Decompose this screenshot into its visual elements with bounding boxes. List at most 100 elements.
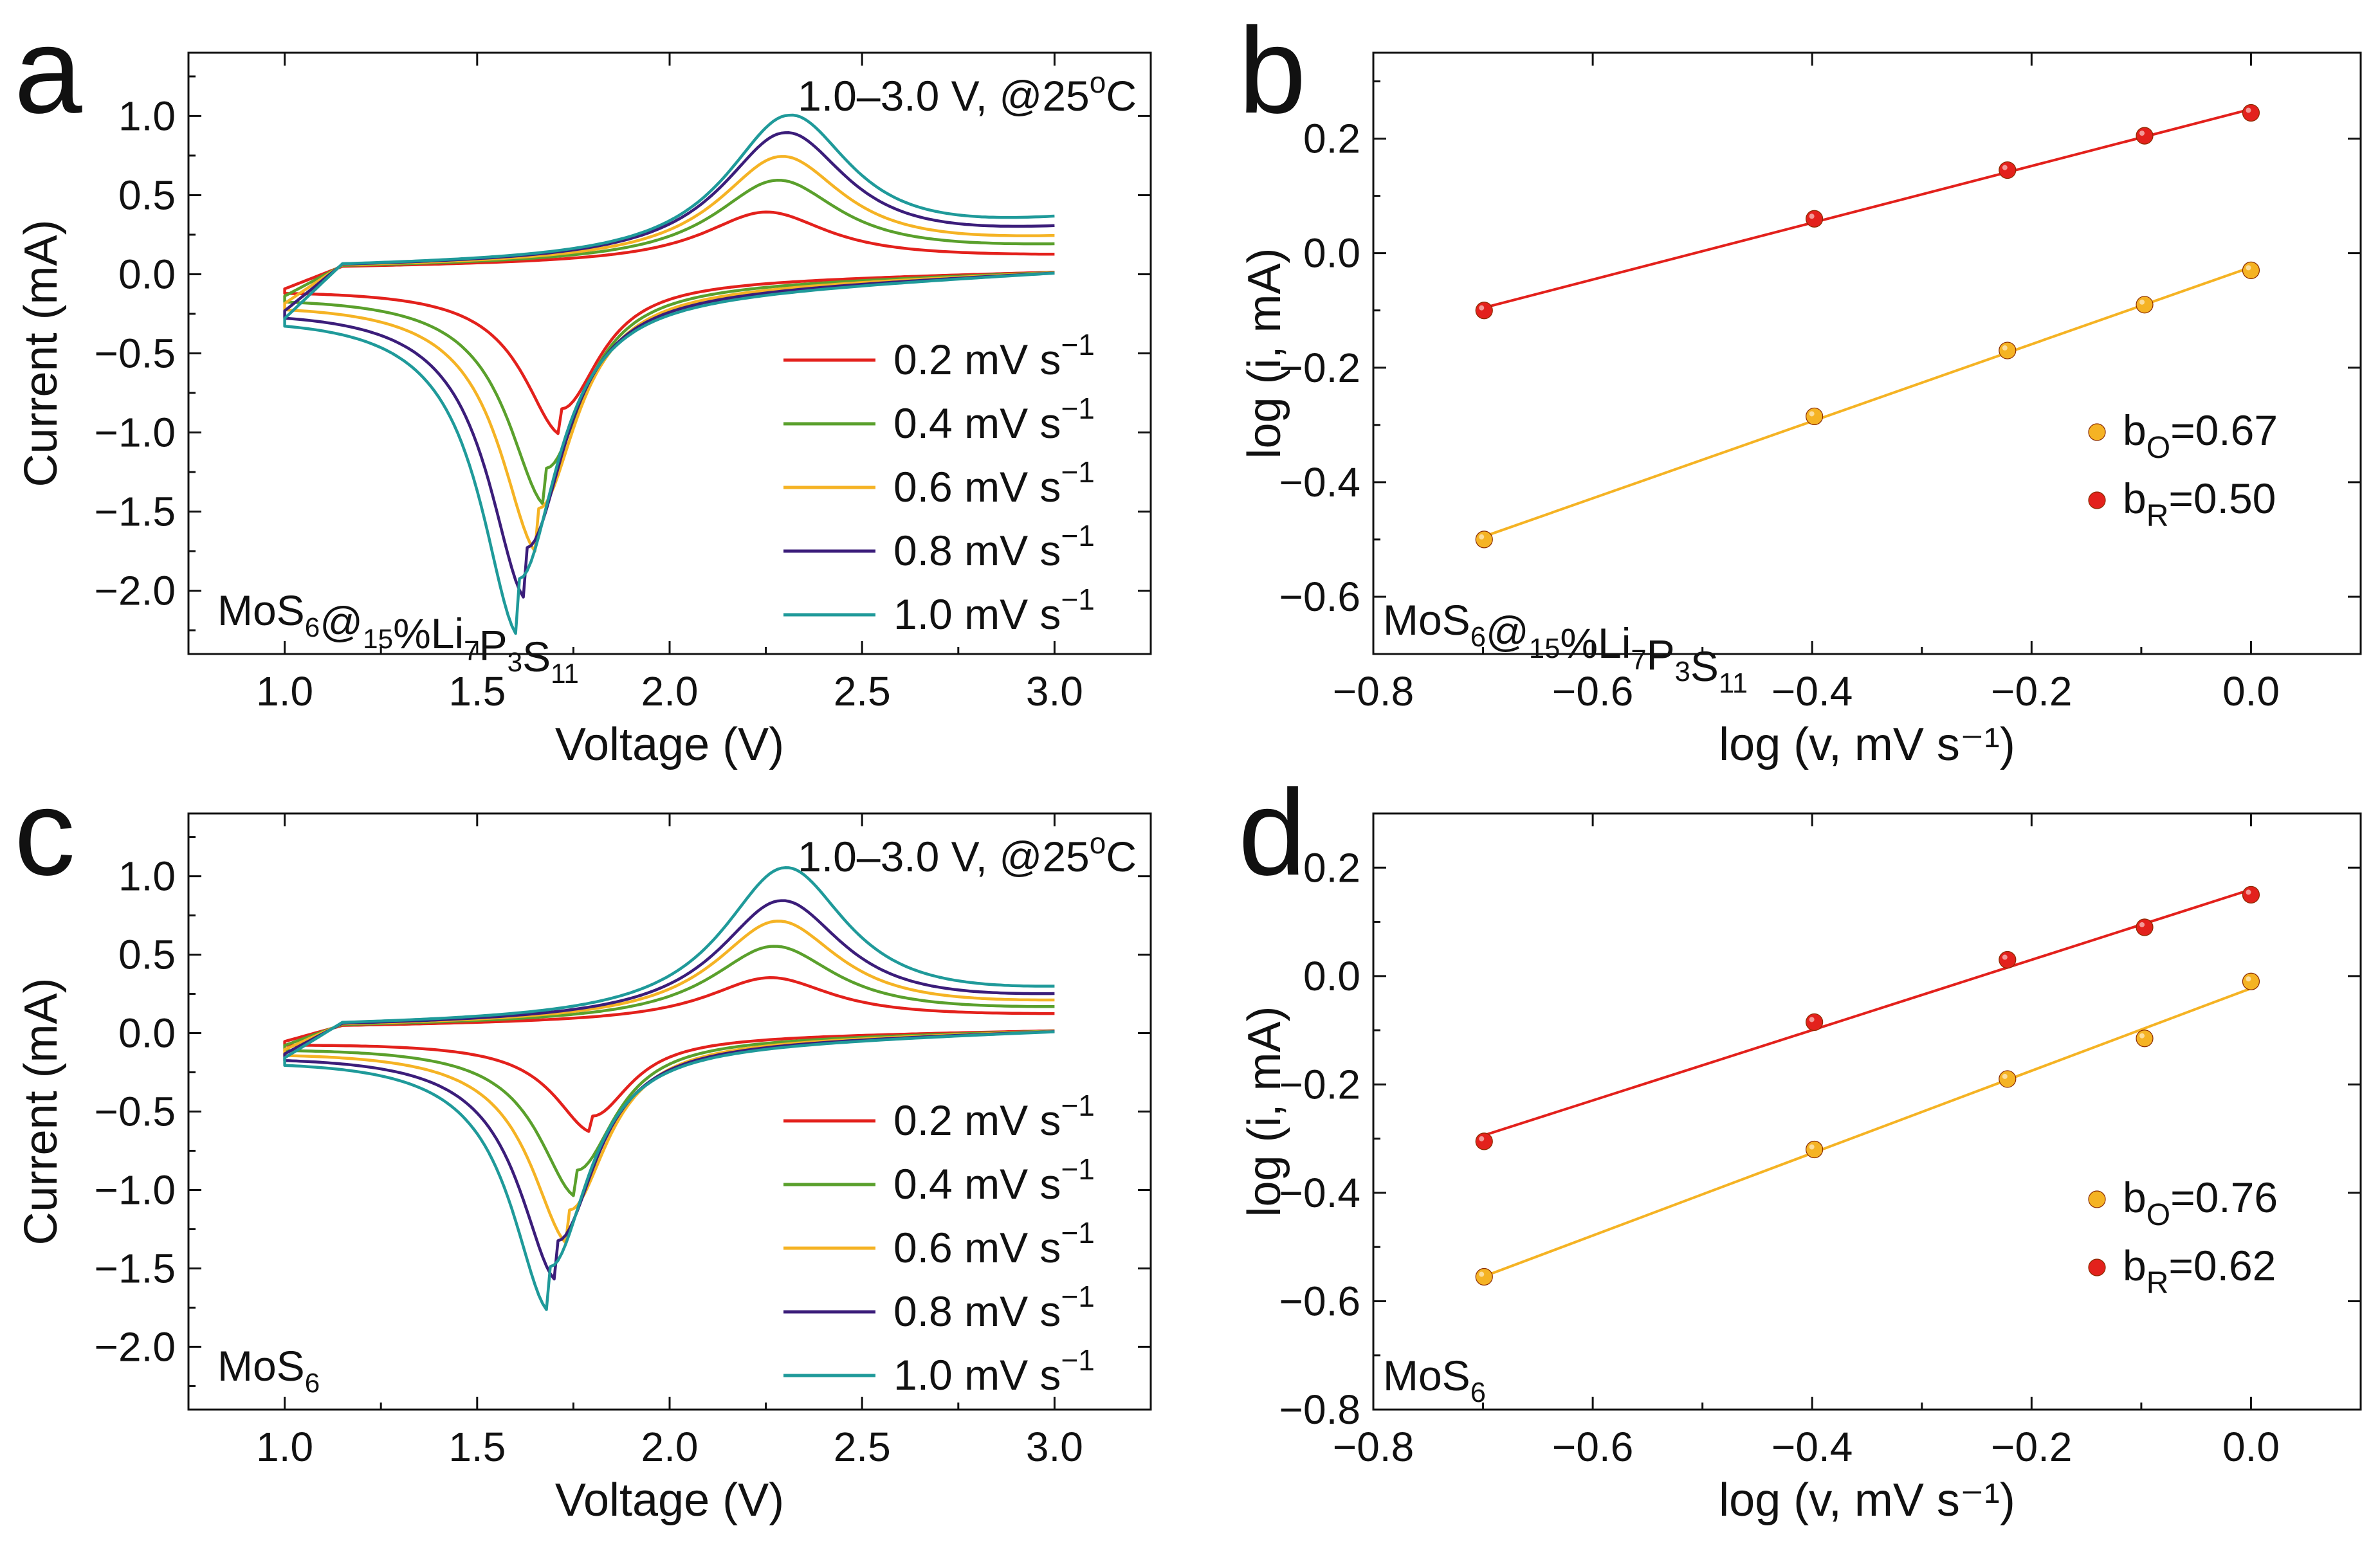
- data-point-R: [1475, 302, 1493, 320]
- x-tick-label: 1.0: [256, 668, 313, 714]
- data-point-highlight: [1479, 1136, 1485, 1141]
- y-tick-label: −0.5: [95, 1089, 176, 1135]
- legend-label-1: 0.2 mV s−1: [893, 1089, 1095, 1144]
- y-tick-label: −0.2: [1279, 1061, 1360, 1107]
- condition-annotation: 1.0–3.0 V, @25oC: [798, 66, 1137, 120]
- data-point-O: [1806, 407, 1824, 426]
- y-tick-label: 1.0: [118, 93, 176, 139]
- legend-label-4: 0.8 mV s−1: [893, 519, 1095, 574]
- data-point-highlight: [1809, 1144, 1815, 1150]
- cv-curve-1: [283, 210, 1055, 435]
- panel-letter-b: b: [1238, 3, 1306, 139]
- cv-curve-4: [283, 131, 1055, 599]
- y-tick-label: −0.8: [1279, 1386, 1360, 1433]
- data-point-O: [1999, 1070, 2017, 1088]
- x-tick-label: 0.0: [2222, 668, 2280, 714]
- panel-letter-a: a: [14, 3, 82, 139]
- x-tick-label: 2.5: [834, 668, 891, 714]
- legend-label-1: 0.2 mV s−1: [893, 328, 1095, 383]
- data-point-O: [2136, 1030, 2154, 1048]
- data-point-highlight: [2246, 976, 2251, 982]
- y-tick-label: −0.5: [95, 331, 176, 377]
- data-point-R: [2242, 104, 2260, 122]
- data-point-O: [2242, 972, 2260, 990]
- data-point-highlight: [1479, 1271, 1485, 1277]
- y-tick-label: −0.6: [1279, 1278, 1360, 1324]
- legend-label-2: 0.4 mV s−1: [893, 392, 1095, 447]
- panel-a: a 1.0 1.5 2.0 2.5 3.0 1.0 0.5 0.0 −0.5 −1.0 −1.5 −2.…: [14, 3, 1152, 770]
- x-tick-label: 2.0: [641, 668, 699, 714]
- plot-area: [283, 866, 1055, 1311]
- material-label: MoS6: [1383, 1352, 1486, 1408]
- data-point-highlight: [2139, 1033, 2145, 1039]
- y-tick-label: 0.5: [118, 932, 176, 978]
- legend-label-4: 0.8 mV s−1: [893, 1280, 1095, 1335]
- legend-label-5: 1.0 mV s−1: [893, 583, 1095, 638]
- data-point-highlight: [2246, 889, 2251, 895]
- cv-curve-1: [283, 976, 1055, 1133]
- plot-area: [1475, 104, 2260, 549]
- y-tick-label: 0.0: [1303, 230, 1360, 277]
- x-tick-label: −0.6: [1552, 1424, 1633, 1470]
- x-tick-label: −0.8: [1333, 1424, 1414, 1470]
- cv-curve-5: [283, 866, 1055, 1311]
- cv-curve-2: [283, 179, 1055, 505]
- legend-marker-O: [2088, 1190, 2106, 1208]
- x-tick-label: −0.6: [1552, 668, 1633, 714]
- x-tick-label: 0.0: [2222, 1424, 2280, 1470]
- cv-curve-4: [283, 899, 1055, 1281]
- data-point-highlight: [2002, 345, 2008, 351]
- data-point-R: [2242, 885, 2260, 904]
- data-point-highlight: [1809, 1017, 1815, 1022]
- legend-marker-R: [2088, 491, 2106, 509]
- legend-label-O: bO=0.67: [2123, 406, 2278, 465]
- x-tick-label: 3.0: [1026, 1424, 1083, 1470]
- x-tick-label: −0.2: [1991, 668, 2072, 714]
- data-point-highlight: [2139, 299, 2145, 305]
- x-tick-label: −0.4: [1771, 1424, 1853, 1470]
- fit-line-O: [1483, 266, 2252, 538]
- panel-letter-d: d: [1238, 765, 1306, 901]
- material-label: MoS6@15%Li7P3S11: [217, 586, 579, 689]
- data-point-R: [1999, 161, 2017, 179]
- cv-curve-5: [283, 113, 1055, 635]
- legend-label-R: bR=0.50: [2123, 475, 2276, 533]
- fit-line-R: [1483, 888, 2252, 1137]
- y-axis-label: Current (mA): [15, 977, 67, 1245]
- y-axis-label: log (i, mA): [1239, 1006, 1290, 1217]
- axes-frame: [1372, 51, 2362, 655]
- data-point-highlight: [1479, 305, 1485, 311]
- data-point-highlight: [2246, 107, 2251, 113]
- y-tick-label: −0.6: [1279, 574, 1360, 620]
- y-tick-label: 0.0: [118, 1010, 176, 1057]
- data-point-O: [1999, 341, 2017, 359]
- y-tick-label: −0.4: [1279, 459, 1360, 505]
- material-label: MoS6@15%Li7P3S11: [1383, 596, 1748, 699]
- data-point-R: [1806, 210, 1824, 228]
- x-axis-label: log (v, mV s⁻¹): [1719, 719, 2015, 770]
- data-point-highlight: [1479, 534, 1485, 540]
- plot-area: [1475, 885, 2260, 1286]
- x-tick-label: 1.5: [448, 1424, 506, 1470]
- fit-line-O: [1483, 987, 2252, 1278]
- legend-label-3: 0.6 mV s−1: [893, 455, 1095, 511]
- data-point-R: [1999, 950, 2017, 969]
- condition-annotation: 1.0–3.0 V, @25oC: [798, 826, 1137, 880]
- x-tick-label: 2.0: [641, 1424, 699, 1470]
- y-tick-label: 0.0: [118, 251, 176, 297]
- fit-line-R: [1483, 107, 2251, 309]
- axes-frame: [1372, 812, 2362, 1411]
- y-tick-label: 1.0: [118, 853, 176, 900]
- panel-c: c 1.0 1.5 2.0 2.5 3.0 1.0 0.5 0.0 −0.5 −1.0 −1.5 −2.…: [14, 765, 1152, 1526]
- y-tick-label: 0.2: [1303, 116, 1360, 162]
- legend-label-O: bO=0.76: [2123, 1174, 2278, 1232]
- x-tick-label: −0.4: [1771, 668, 1853, 714]
- data-point-highlight: [2002, 954, 2008, 960]
- data-point-R: [2136, 127, 2154, 145]
- data-point-highlight: [2246, 265, 2251, 271]
- data-point-R: [1806, 1013, 1824, 1031]
- data-point-R: [2136, 918, 2154, 936]
- panel-letter-c: c: [14, 765, 75, 901]
- y-tick-label: −2.0: [95, 1323, 176, 1370]
